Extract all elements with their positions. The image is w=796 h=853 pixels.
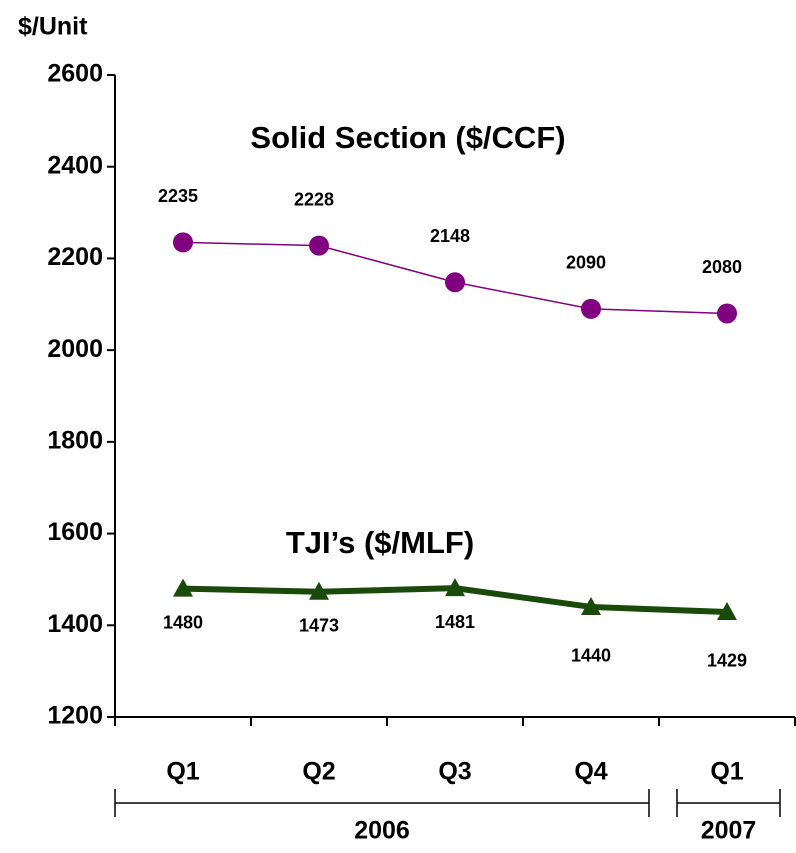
value-label: 1429 (707, 651, 747, 671)
y-tick-label: 1600 (47, 518, 103, 546)
marker (445, 272, 465, 293)
value-label: 2080 (702, 257, 742, 277)
marker (445, 578, 465, 597)
y-tick-label: 2600 (47, 60, 103, 88)
x-tick-label: Q3 (438, 758, 471, 786)
marker (717, 303, 737, 324)
marker (173, 578, 193, 597)
marker (173, 232, 193, 253)
y-tick-label: 2400 (47, 151, 103, 179)
value-label: 2228 (294, 189, 334, 209)
value-label: 1480 (163, 612, 203, 632)
x-group-label: 2007 (701, 817, 757, 845)
value-label: 2235 (158, 186, 198, 206)
y-axis-label: $/Unit (18, 13, 88, 41)
y-tick-label: 1400 (47, 610, 103, 638)
value-label: 1440 (571, 646, 611, 666)
x-tick-label: Q2 (302, 758, 335, 786)
series-label: TJI’s ($/MLF) (286, 525, 474, 560)
value-label: 2148 (430, 226, 470, 246)
y-tick-label: 2000 (47, 335, 103, 363)
x-tick-label: Q4 (574, 758, 607, 786)
y-tick-label: 2200 (47, 243, 103, 271)
marker (309, 235, 329, 256)
series-label: Solid Section ($/CCF) (250, 120, 565, 155)
marker (581, 596, 601, 615)
marker (309, 581, 329, 600)
x-tick-label: Q1 (710, 758, 743, 786)
value-label: 1481 (435, 612, 475, 632)
value-label: 2090 (566, 253, 606, 273)
x-tick-label: Q1 (166, 758, 199, 786)
value-label: 1473 (299, 616, 339, 636)
y-tick-label: 1200 (47, 702, 103, 730)
x-group-label: 2006 (354, 817, 410, 845)
y-tick-label: 1800 (47, 426, 103, 454)
marker (717, 601, 737, 620)
marker (581, 298, 601, 319)
